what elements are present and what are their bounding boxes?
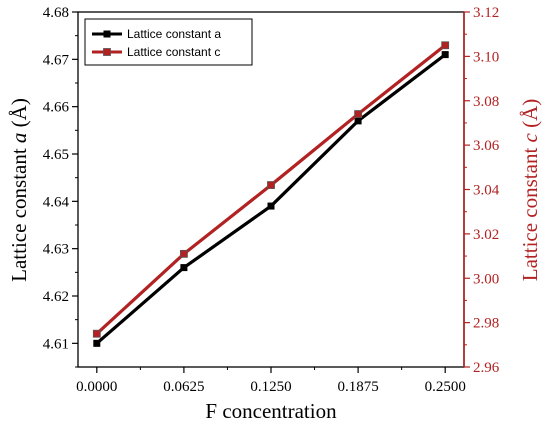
right-y-tick-label: 3.06	[473, 138, 500, 154]
data-point-a	[93, 339, 101, 347]
legend-label-c: Lattice constant c	[127, 45, 220, 59]
series-layer	[92, 41, 450, 347]
left-y-tick-label: 4.61	[43, 336, 69, 352]
left-y-tick-label: 4.62	[43, 289, 69, 305]
right-y-axis-ticks: 2.96 2.98 3.00 3.02 3.04 3.06 3.08 3.10 3.12	[464, 5, 500, 376]
legend-marker-a	[103, 30, 111, 38]
x-tick-label: 0.0625	[163, 379, 204, 395]
right-y-tick-label: 2.98	[473, 316, 499, 332]
right-y-tick-label: 3.10	[473, 49, 499, 65]
data-point-c	[267, 181, 275, 189]
x-tick-label: 0.2500	[425, 379, 466, 395]
legend-box	[84, 18, 253, 66]
x-tick-label: 0.0000	[76, 379, 117, 395]
data-point-a	[267, 202, 275, 210]
left-y-axis-title: Lattice constant a (Å)	[7, 98, 31, 282]
right-y-tick-label: 3.12	[473, 5, 499, 21]
data-point-c	[354, 110, 362, 118]
right-y-tick-label: 3.08	[473, 94, 499, 110]
left-y-axis-title-prefix: Lattice constant	[7, 143, 31, 282]
legend-label-a: Lattice constant a	[127, 27, 221, 41]
x-axis-ticks: 0.0000 0.0625 0.1250 0.1875 0.2500	[76, 367, 466, 395]
right-y-axis-title: Lattice constant c (Å)	[518, 99, 542, 282]
left-y-axis-title-var: a	[7, 133, 31, 144]
series-line-c	[95, 44, 447, 335]
legend: Lattice constant a Lattice constant c	[84, 18, 253, 66]
data-point-c	[92, 329, 101, 338]
left-y-tick-label: 4.65	[43, 147, 69, 163]
data-point-a	[354, 117, 362, 125]
legend-marker-c	[103, 48, 111, 56]
left-y-tick-label: 4.66	[43, 100, 70, 116]
x-tick-label: 0.1875	[337, 379, 378, 395]
left-y-axis-ticks: 4.61 4.62 4.63 4.64 4.65 4.66 4.67 4.68	[43, 5, 78, 368]
right-y-tick-label: 3.00	[473, 271, 499, 287]
right-y-tick-label: 3.02	[473, 227, 499, 243]
right-y-axis-title-unit: (Å)	[518, 99, 542, 133]
right-y-axis-title-prefix: Lattice constant	[518, 142, 542, 281]
data-point-a	[441, 51, 449, 59]
data-point-c	[441, 41, 450, 50]
left-y-tick-label: 4.68	[43, 5, 69, 21]
data-point-c	[180, 249, 188, 258]
series-line-a	[95, 53, 447, 345]
x-axis-title: F concentration	[205, 399, 337, 423]
right-y-tick-label: 2.96	[473, 360, 500, 376]
data-point-a	[180, 264, 188, 272]
left-y-axis-title-unit: (Å)	[7, 98, 31, 132]
left-y-tick-label: 4.63	[43, 242, 69, 258]
left-y-tick-label: 4.64	[43, 194, 70, 210]
left-y-tick-label: 4.67	[43, 52, 70, 68]
right-y-tick-label: 3.04	[473, 183, 500, 199]
x-tick-label: 0.1250	[250, 379, 291, 395]
right-y-axis-title-var: c	[518, 132, 542, 142]
